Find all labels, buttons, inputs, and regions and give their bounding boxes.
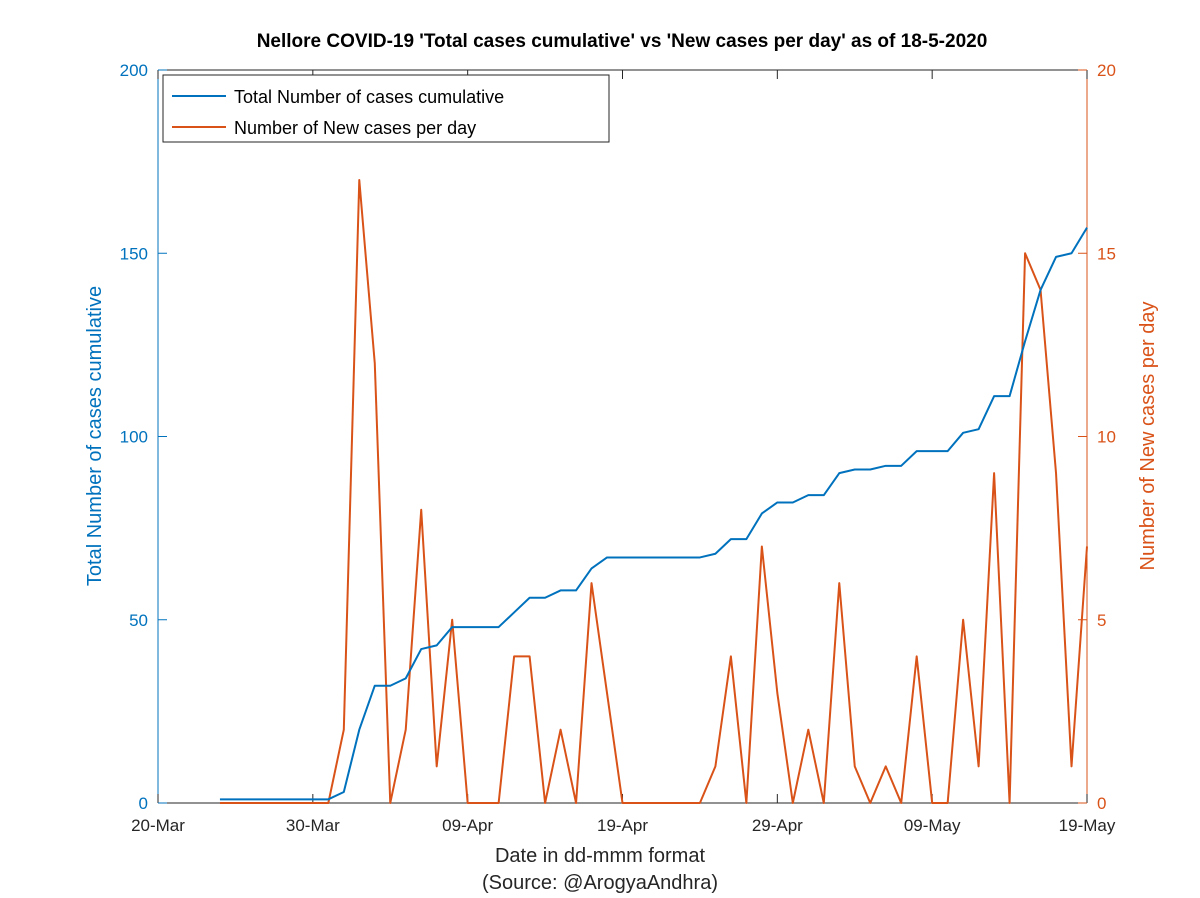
plot-area <box>158 70 1087 803</box>
left-y-tick-label: 100 <box>120 428 148 447</box>
x-tick-label: 09-Apr <box>442 816 493 835</box>
left-y-tick-label: 0 <box>139 794 148 813</box>
right-y-tick-label: 20 <box>1097 61 1116 80</box>
right-y-axis-ticks: 0 5 10 15 20 <box>1078 61 1116 813</box>
legend: Total Number of cases cumulative Number … <box>162 74 610 143</box>
left-y-tick-label: 150 <box>120 244 148 263</box>
legend-box <box>162 74 610 143</box>
right-y-axis-title: Number of New cases per day <box>1137 301 1159 570</box>
series-line-cumulative <box>219 227 1088 801</box>
x-tick-label: 20-Mar <box>131 816 185 835</box>
left-y-axis-title: Total Number of cases cumulative <box>84 286 106 586</box>
x-axis-title: Date in dd-mmm format <box>495 845 705 867</box>
left-y-tick-label: 50 <box>129 611 148 630</box>
x-tick-label: 19-May <box>1059 816 1116 835</box>
right-y-tick-label: 0 <box>1097 794 1106 813</box>
x-axis-source-note: (Source: @ArogyaAndhra) <box>482 872 718 894</box>
x-tick-label: 09-May <box>904 816 961 835</box>
legend-label-new-cases: Number of New cases per day <box>234 118 476 138</box>
series-lines <box>219 178 1088 804</box>
chart-title: Nellore COVID-19 'Total cases cumulative… <box>257 31 988 52</box>
series-line-new-cases <box>219 178 1088 804</box>
left-y-axis-ticks: 0 50 100 150 200 <box>120 61 167 813</box>
right-y-tick-label: 5 <box>1097 611 1106 630</box>
x-axis-ticks: 20-Mar 30-Mar 09-Apr 19-Apr 29-Apr 09-May 19-M… <box>131 70 1116 835</box>
x-tick-label: 29-Apr <box>752 816 803 835</box>
right-y-tick-label: 15 <box>1097 244 1116 263</box>
right-y-tick-label: 10 <box>1097 428 1116 447</box>
left-y-tick-label: 200 <box>120 61 148 80</box>
x-tick-label: 30-Mar <box>286 816 340 835</box>
x-tick-label: 19-Apr <box>597 816 648 835</box>
legend-label-cumulative: Total Number of cases cumulative <box>234 87 504 107</box>
